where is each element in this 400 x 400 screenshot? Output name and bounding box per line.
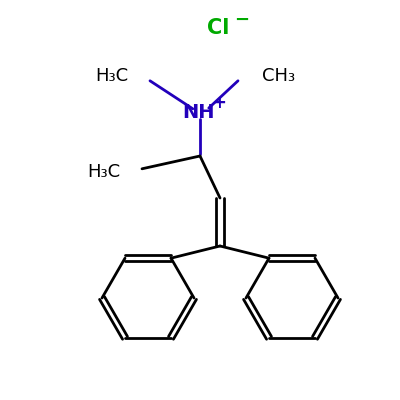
Text: Cl: Cl — [207, 18, 229, 38]
Text: −: − — [234, 11, 250, 29]
Text: H₃C: H₃C — [87, 163, 120, 181]
Text: CH₃: CH₃ — [262, 67, 295, 85]
Text: +: + — [212, 94, 226, 112]
Text: NH: NH — [182, 102, 214, 122]
Text: H₃C: H₃C — [95, 67, 128, 85]
